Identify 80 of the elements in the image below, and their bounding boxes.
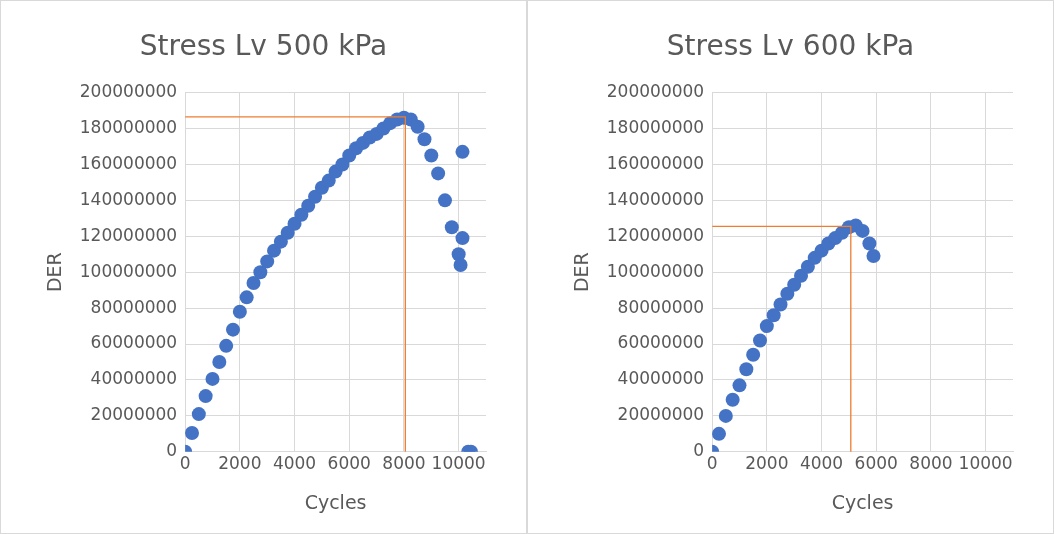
x-tick-label: 10000 xyxy=(431,453,486,474)
y-tick-label: 160000000 xyxy=(606,152,705,173)
y-tick-label: 20000000 xyxy=(617,404,705,425)
x-tick-label: 2000 xyxy=(745,453,789,474)
y-tick-label: 200000000 xyxy=(606,81,705,102)
y-axis-title: DER xyxy=(43,252,66,293)
point xyxy=(191,407,206,422)
y-tick-label: 80000000 xyxy=(617,296,705,317)
point xyxy=(453,258,468,273)
point xyxy=(424,148,439,163)
point xyxy=(417,132,432,147)
y-tick-label: 0 xyxy=(693,440,705,461)
point xyxy=(253,265,268,280)
x-tick-label: 4000 xyxy=(272,453,317,474)
point xyxy=(800,259,815,274)
point xyxy=(267,243,282,258)
point xyxy=(246,275,261,290)
point xyxy=(437,193,452,208)
point xyxy=(773,297,788,312)
point xyxy=(198,389,213,404)
point xyxy=(431,166,446,181)
point xyxy=(739,362,754,377)
y-tick-label: 180000000 xyxy=(79,116,178,137)
x-tick-label: 2000 xyxy=(218,453,262,474)
y-tick-label: 100000000 xyxy=(79,260,178,281)
x-tick-label: 10000 xyxy=(958,453,1013,474)
point xyxy=(212,355,227,369)
point xyxy=(759,319,774,334)
point xyxy=(712,426,726,441)
point xyxy=(232,304,247,319)
x-tick-label: 4000 xyxy=(799,453,844,474)
y-tick-label: 80000000 xyxy=(90,296,178,317)
chart-title: Stress Lv 500 kPa xyxy=(139,29,388,63)
x-tick-label: 6000 xyxy=(854,453,898,474)
point xyxy=(321,173,336,188)
point xyxy=(746,347,761,362)
point xyxy=(205,371,220,386)
x-tick-label: 8000 xyxy=(382,453,426,474)
y-tick-label: 40000000 xyxy=(90,368,178,389)
point xyxy=(732,378,747,393)
point xyxy=(787,277,802,292)
point xyxy=(855,223,870,238)
point xyxy=(753,333,768,348)
y-tick-label: 180000000 xyxy=(606,116,705,137)
x-axis-title: Cycles xyxy=(304,490,367,513)
y-tick-label: 200000000 xyxy=(79,81,178,102)
point xyxy=(185,425,199,440)
y-tick-label: 120000000 xyxy=(606,224,705,245)
x-tick-label: 0 xyxy=(706,453,718,474)
x-tick-label: 8000 xyxy=(909,453,953,474)
point xyxy=(455,144,470,159)
y-tick-label: 100000000 xyxy=(606,260,705,281)
point xyxy=(866,249,881,264)
y-axis-title: DER xyxy=(570,252,593,293)
x-tick-label: 6000 xyxy=(327,453,371,474)
x-axis-title: Cycles xyxy=(831,490,894,513)
y-tick-label: 140000000 xyxy=(79,188,178,209)
x-tick-label: 0 xyxy=(179,453,191,474)
point xyxy=(766,308,781,323)
point xyxy=(273,234,288,249)
chart-title: Stress Lv 600 kPa xyxy=(666,29,915,63)
point xyxy=(219,338,234,353)
point xyxy=(239,290,254,305)
y-tick-label: 60000000 xyxy=(90,332,178,353)
point xyxy=(226,322,241,337)
point xyxy=(455,231,470,246)
point xyxy=(301,198,316,213)
point xyxy=(444,220,459,235)
point xyxy=(410,119,425,134)
y-tick-label: 140000000 xyxy=(606,188,705,209)
y-tick-label: 0 xyxy=(166,440,178,461)
point xyxy=(725,392,740,407)
y-tick-label: 60000000 xyxy=(617,332,705,353)
y-tick-label: 20000000 xyxy=(90,404,178,425)
y-tick-label: 40000000 xyxy=(617,368,705,389)
point xyxy=(718,408,733,423)
point xyxy=(260,254,275,269)
y-tick-label: 160000000 xyxy=(79,152,178,173)
y-tick-label: 120000000 xyxy=(79,224,178,245)
point xyxy=(862,236,877,251)
